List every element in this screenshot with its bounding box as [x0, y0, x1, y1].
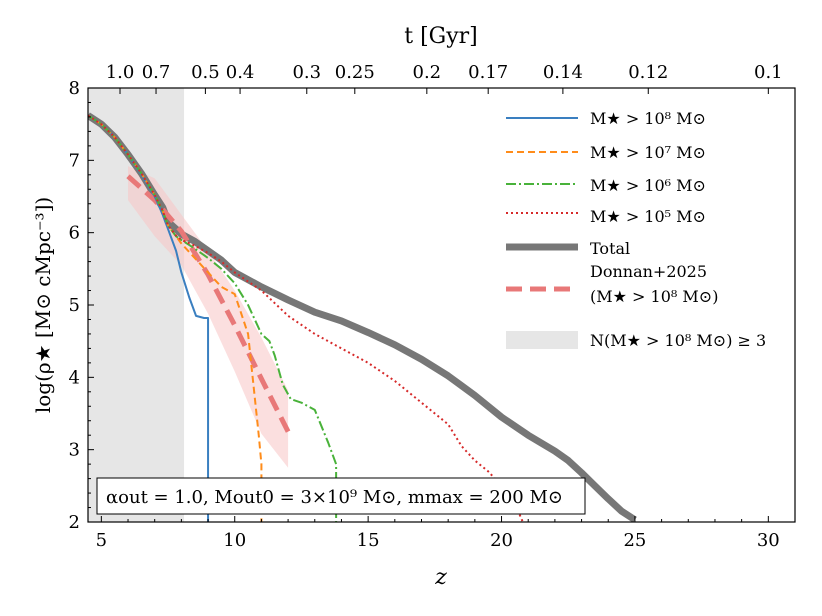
top-axis-title: t [Gyr]	[404, 24, 478, 49]
x-tick-label: 5	[96, 530, 107, 551]
top-tick-label: 0.17	[468, 62, 508, 83]
y-axis-title: log(ρ★ [M⊙ cMpc⁻³])	[31, 197, 55, 413]
y-tick-label: 8	[69, 78, 80, 99]
donnan-uncertainty-band	[128, 166, 289, 468]
legend-label-1e7: M★ > 10⁷ M⊙	[590, 143, 706, 162]
tick-layer: 5 10 15 20 25 30 2 3 4 5 6 7 8 1.0 0.7 0.5 0.4 0.3 0.25 0.2…	[69, 62, 796, 551]
top-tick-label: 1.0	[106, 62, 135, 83]
legend-label-1e6: M★ > 10⁶ M⊙	[590, 176, 706, 195]
y-tick-label: 5	[69, 295, 80, 316]
series-1e5-line	[88, 114, 524, 522]
top-tick-label: 0.4	[226, 62, 255, 83]
series-layer	[88, 112, 637, 522]
y-tick-label: 3	[69, 440, 80, 461]
parameter-annotation-text: αout = 1.0, Mout0 = 3×10⁹ M⊙, mmax = 200…	[106, 487, 563, 508]
x-tick-label: 15	[357, 530, 380, 551]
y-tick-label: 2	[69, 512, 80, 533]
y-tick-label: 6	[69, 223, 80, 244]
legend-label-donnan: Donnan+2025	[590, 262, 707, 281]
series-1e6-line	[88, 114, 338, 522]
x-axis-title: z	[434, 565, 447, 590]
parameter-annotation-box: αout = 1.0, Mout0 = 3×10⁹ M⊙, mmax = 200…	[96, 477, 586, 515]
top-tick-label: 0.12	[628, 62, 668, 83]
legend-label-total: Total	[590, 239, 630, 258]
legend-label-1e8: M★ > 10⁸ M⊙	[590, 109, 706, 128]
x-tick-label: 10	[223, 530, 246, 551]
y-tick-label: 7	[69, 150, 80, 171]
y-tick-label: 4	[69, 367, 80, 388]
legend: M★ > 10⁸ M⊙ M★ > 10⁷ M⊙ M★ > 10⁶ M⊙ M★ >…	[506, 109, 766, 350]
top-tick-label: 0.5	[191, 62, 220, 83]
top-tick-label: 0.3	[292, 62, 321, 83]
x-tick-label: 20	[490, 530, 513, 551]
legend-label-shade: N(M★ > 10⁸ M⊙) ≥ 3	[590, 331, 766, 350]
shaded-region	[88, 88, 185, 522]
top-tick-label: 0.14	[543, 62, 583, 83]
legend-label-1e5: M★ > 10⁵ M⊙	[590, 207, 706, 226]
series-donnan-line	[126, 174, 291, 433]
uncertainty-band-layer	[128, 166, 289, 468]
legend-label-donnan-sub: (M★ > 10⁸ M⊙)	[590, 287, 718, 306]
shaded-region-layer	[88, 88, 185, 522]
x-tick-label: 30	[757, 530, 780, 551]
top-tick-label: 0.7	[142, 62, 171, 83]
top-tick-label: 0.2	[413, 62, 442, 83]
x-tick-label: 25	[623, 530, 646, 551]
top-tick-label: 0.25	[335, 62, 375, 83]
series-1e7-line	[88, 114, 263, 522]
top-tick-label: 0.1	[754, 62, 783, 83]
legend-swatch-shade	[506, 331, 578, 349]
